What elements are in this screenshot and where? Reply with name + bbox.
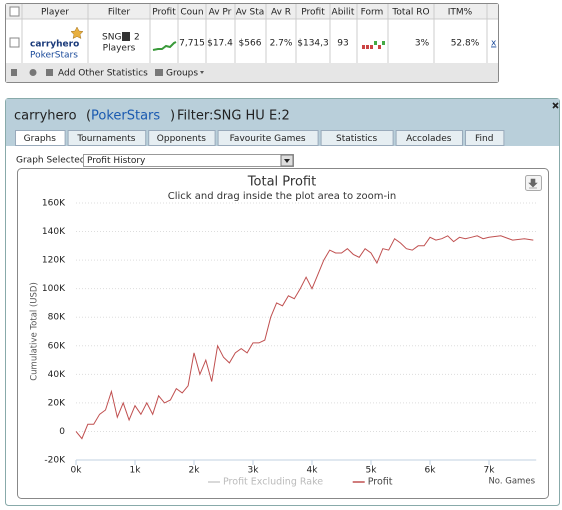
tab-label[interactable]: Accolades — [406, 134, 452, 144]
column-header[interactable]: Profit — [301, 8, 325, 18]
favourite-star[interactable] — [70, 26, 84, 39]
cell-value: 3% — [415, 39, 430, 49]
column-header[interactable]: Filter — [108, 8, 131, 18]
column-lines — [6, 4, 498, 63]
tab-label[interactable]: Graphs — [24, 134, 57, 144]
data-row: 7,715 $17.4 $566 2.7% $134,3 93 3% 52.8% — [179, 39, 480, 49]
x-tick-label: 6k — [425, 466, 437, 476]
cell-value: $17.4 — [207, 39, 233, 49]
column-header[interactable]: Av R — [271, 8, 291, 18]
tab-label[interactable]: Tournaments — [76, 134, 135, 144]
dropdown-arrow[interactable] — [284, 159, 290, 163]
column-header[interactable]: Profit — [152, 8, 176, 18]
y-tick-label: 160K — [42, 199, 66, 209]
y-tick-label: -20K — [44, 456, 66, 466]
panel-title-filter: Filter:SNG HU E:2 — [177, 109, 290, 124]
column-header[interactable]: Abilit — [332, 8, 355, 18]
cell-value: 7,715 — [179, 39, 205, 49]
tab[interactable] — [15, 130, 66, 146]
export-icon[interactable] — [528, 178, 538, 189]
column-header[interactable]: Av Pr — [209, 8, 232, 18]
filter-players: Players — [103, 44, 136, 54]
player-name[interactable]: carryhero — [30, 40, 79, 50]
y-tick-label: 0 — [59, 427, 65, 437]
x-tick-label: 2k — [189, 466, 201, 476]
tab[interactable] — [148, 130, 216, 146]
y-tick-label: 100K — [42, 284, 66, 294]
cell-value: 2.7% — [270, 39, 293, 49]
chart-box — [17, 168, 549, 499]
table-footer — [6, 63, 498, 82]
add-statistics[interactable]: Add Other Statistics — [58, 69, 148, 79]
profit-sparkline — [152, 41, 177, 51]
y-tick-label: 40K — [48, 370, 66, 380]
y-tick-label: 80K — [48, 313, 66, 323]
cell-value: 93 — [337, 39, 348, 49]
select-all-checkbox[interactable] — [9, 6, 20, 17]
column-header[interactable]: Total RO — [391, 8, 429, 18]
filter-count: 2 — [134, 33, 140, 43]
footer-icons — [11, 69, 53, 76]
y-tick-label: 120K — [42, 256, 66, 266]
filter-game: SNG — [102, 33, 121, 43]
legend-label[interactable]: Profit — [368, 477, 393, 488]
x-tick-label: 0k — [71, 466, 83, 476]
tab[interactable] — [465, 130, 505, 146]
x-tick-label: 4k — [307, 466, 319, 476]
tab-label[interactable]: Favourite Games — [230, 134, 306, 144]
cell-value: $134,3 — [297, 39, 329, 49]
remove-link[interactable]: x — [491, 39, 497, 49]
column-header[interactable]: Coun — [180, 8, 203, 18]
legend-label[interactable]: Profit Excluding Rake — [223, 477, 323, 488]
column-header[interactable]: Form — [361, 8, 384, 18]
tab[interactable] — [217, 130, 319, 146]
tab[interactable] — [395, 130, 464, 146]
header-row: Player Filter Profit Coun Av Pr Av Sta Av R Pro… — [41, 8, 473, 18]
x-tick-label: 7k — [484, 466, 496, 476]
chart-subtitle: Click and drag inside the plot area to z… — [168, 191, 396, 202]
tab[interactable] — [67, 130, 147, 146]
filter-icon — [122, 32, 130, 41]
tab-bar: Graphs Tournaments Opponents Favourite Game… — [15, 130, 505, 146]
x-tick-label: 3k — [248, 466, 260, 476]
panel-title-site[interactable]: PokerStars — [91, 109, 160, 124]
tab-label[interactable]: Find — [475, 134, 493, 144]
y-tick-label: 20K — [48, 398, 66, 408]
table-panel — [5, 3, 499, 83]
tab-label[interactable]: Statistics — [336, 134, 377, 144]
panel-title-open: ( — [86, 109, 91, 124]
groups-caret[interactable] — [200, 71, 204, 74]
y-tick-label: 60K — [48, 341, 66, 351]
profit-line — [75, 235, 534, 440]
cell-value: 52.8% — [451, 39, 480, 49]
player-site[interactable]: PokerStars — [30, 51, 78, 61]
column-header[interactable]: Av Sta — [236, 8, 265, 18]
graph-select-label: Graph Selected: — [16, 156, 89, 166]
tab-label[interactable]: Opponents — [157, 134, 206, 144]
x-tick-label: 1k — [130, 466, 142, 476]
cell-value: $566 — [239, 39, 262, 49]
form-icons — [362, 41, 385, 49]
groups-icon — [155, 69, 163, 76]
groups-menu[interactable]: Groups — [166, 69, 198, 79]
column-header[interactable]: Player — [41, 8, 69, 18]
panel-title-name: carryhero — [14, 109, 77, 124]
table-header — [6, 4, 498, 19]
tab[interactable] — [320, 130, 394, 146]
panel-title-close: ) — [170, 109, 175, 124]
graph-dropdown-value[interactable]: Profit History — [87, 156, 146, 166]
y-tick-label: 140K — [42, 227, 66, 237]
x-tick-label: 5k — [366, 466, 378, 476]
x-axis-label: No. Games — [488, 477, 535, 487]
y-axis-label: Cumulative Total (USD) — [30, 282, 40, 381]
chart-title: Total Profit — [247, 175, 316, 190]
close-button[interactable] — [552, 102, 559, 109]
column-header[interactable]: ITM% — [448, 8, 473, 18]
row-checkbox[interactable] — [9, 37, 20, 48]
